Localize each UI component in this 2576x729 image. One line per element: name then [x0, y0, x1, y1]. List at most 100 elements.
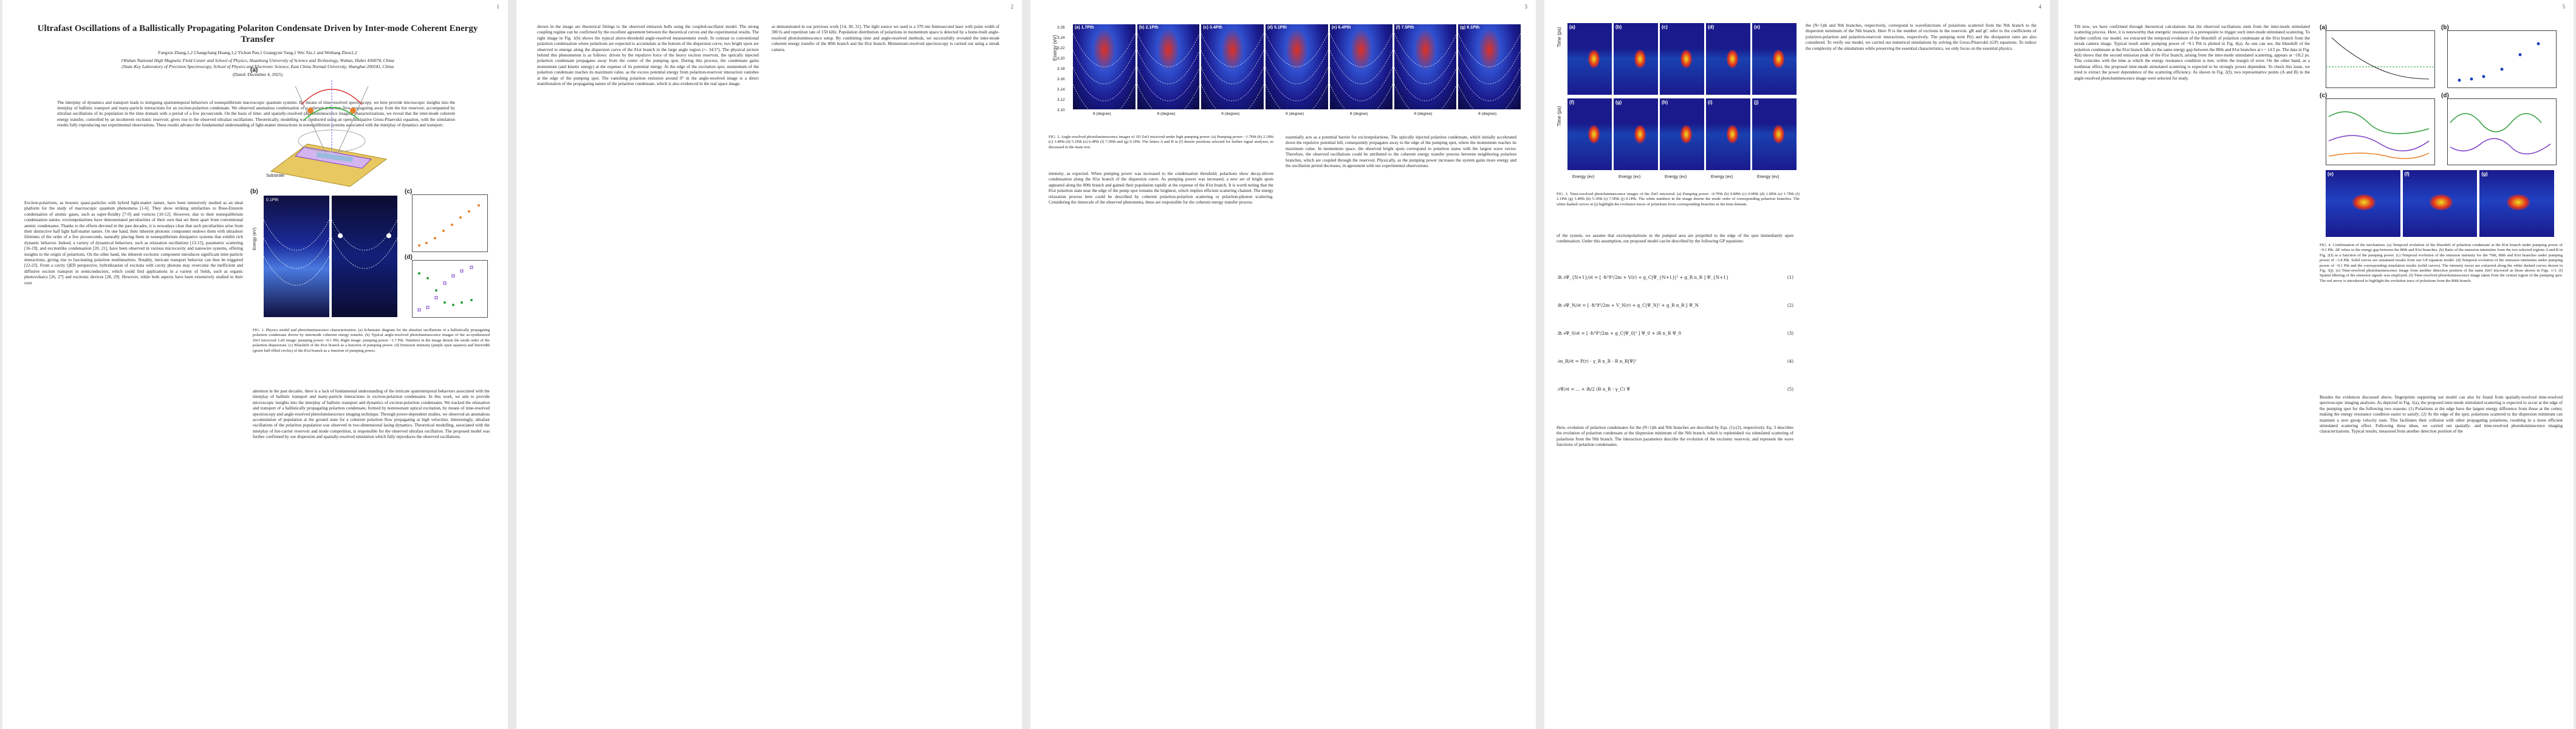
fig3-xlabel: Energy (ev) [1711, 175, 1733, 179]
column-left-text: shown in the image are theoretical fitti… [537, 24, 759, 87]
column-right-text: as demonstrated in our previous work [14… [772, 24, 999, 52]
fig2-xlabel: θ (degree) [1414, 112, 1433, 116]
fig1d-intensity-plot [412, 260, 488, 318]
fig1b-right-image [331, 196, 398, 317]
fig4-emission-spot [2352, 194, 2376, 210]
fig3-emission-spot [1634, 125, 1646, 143]
affiliation-2: 2State Key Laboratory of Precision Spect… [121, 64, 394, 69]
equation: ∂Ψ/∂t = ... + iħ/2 (R n_R - γ_C) Ψ (5) [1558, 386, 1793, 392]
fig2-panel-label: (b) 2.1Pth [1139, 26, 1159, 30]
page-number: 2 [1010, 4, 1014, 10]
fig2-ytick: 3.16 [1057, 77, 1065, 81]
fig3-bottom-row: (f) (g) (h) (i) (j) [1567, 98, 1798, 170]
fig3-ylabel-bottom: Time (ps) [1557, 106, 1562, 126]
fig2-ytick: 3.24 [1057, 36, 1065, 40]
date-line: (Dated: December 4, 2025) [232, 72, 283, 77]
fig2-dispersion-curve [1458, 84, 1521, 109]
fig2-dispersion-curve [1329, 50, 1392, 84]
fig3-panel-label: (e) [1754, 24, 1760, 30]
page-4: 4 Time (ps) Time (ps) (a) (b) (c) (d) (e) (f… [1544, 0, 2050, 729]
fig2-panel: (d) 5.1Pth [1266, 24, 1328, 109]
affiliation-1: 1Wuhan National High Magnetic Field Cent… [121, 58, 394, 63]
fig2-dispersion-curves [1329, 33, 1392, 109]
fig2-dispersion-curves [1394, 33, 1457, 109]
fig2-dispersion-curves [1266, 33, 1328, 109]
fig3-emission-spot [1773, 50, 1785, 68]
fig3-panel: (d) [1706, 23, 1750, 95]
fig3-emission-spot [1680, 50, 1693, 68]
column-left-text: Here, evolution of polariton condensates… [1557, 425, 1793, 448]
fig2-ytick: 3.12 [1057, 98, 1065, 102]
fig4-heatmaps: (e) (f) (g) [2326, 170, 2557, 237]
fig3-panel: (j) [1752, 98, 1797, 170]
fig4d-intensity [2447, 98, 2557, 165]
fig3-panel: (h) [1660, 98, 1704, 170]
fig3-panel: (a) [1567, 23, 1612, 95]
fig4-heatmap-label: (f) [2404, 171, 2410, 177]
fig1b-right-curves [331, 219, 398, 269]
fig4-heatmap-panel: (g) [2479, 170, 2554, 237]
fig3-panel-label: (g) [1615, 100, 1622, 105]
fig3-emission-spot [1588, 125, 1600, 143]
fig2-ytick: 3.18 [1057, 67, 1065, 71]
fig3-xlabels: Energy (ev) Energy (ev) Energy (ev) Energy … [1567, 174, 1798, 186]
fig3-panel: (b) [1614, 23, 1658, 95]
gp-equations: iħ ∂Ψ_{N+1}/∂t = [ -ħ²∇²/2m + V(r) + g_C… [1558, 275, 1793, 420]
fig2-dispersion-curve [1201, 84, 1264, 109]
column-right-text: the (N+1)th and Nth branches, respective… [1806, 23, 2036, 51]
fig1b-ylabel: Energy (eV) [253, 227, 257, 250]
fig2-yticks: 3.26 3.24 3.22 3.20 3.18 3.16 3.14 3.12 3.10 [1057, 26, 1072, 123]
fig1-label-b: (b) [250, 188, 258, 195]
fig2-panel-label: (f) 7.5Pth [1396, 26, 1414, 30]
page-1: 1 Ultrafast Oscillations of a Ballistica… [2, 0, 508, 729]
column-right-text: Besides the evidences discussed above, f… [2320, 395, 2563, 434]
fig3-panel: (e) [1752, 23, 1797, 95]
equation: iħ ∂Ψ_{N+1}/∂t = [ -ħ²∇²/2m + V(r) + g_C… [1558, 275, 1793, 281]
fig2-dispersion-curve [1458, 33, 1521, 67]
fig2-dispersion-curve [1073, 84, 1136, 109]
fig2-ytick: 3.10 [1057, 108, 1065, 112]
page-5: 5 Till now, we have confirmed through th… [2058, 0, 2574, 729]
fig2-panel-label: (a) 1.7Pth [1075, 26, 1094, 30]
fig4-heatmap-label: (g) [2481, 171, 2488, 177]
fig3-emission-spot [1727, 50, 1739, 68]
fig4-emission-spot [2429, 194, 2453, 210]
fig2-dispersion-curves [1073, 33, 1136, 109]
fig2-panel: (g) 9.1Pth [1458, 24, 1521, 109]
fig3-panel: (i) [1706, 98, 1750, 170]
fig2-dispersion-curves [1458, 33, 1521, 109]
fig1-label-a: (a) [250, 67, 258, 74]
column-left-text: Exciton-polaritons, as bosonic quasi-par… [24, 200, 243, 286]
equation-body: ∂Ψ/∂t = ... + iħ/2 (R n_R - γ_C) Ψ [1558, 386, 1631, 392]
fig4-label-b: (b) [2441, 24, 2449, 31]
column-right-text: essentially acts as a potential barrier … [1286, 135, 1516, 169]
fig2-dispersion-curve [1394, 33, 1457, 67]
page-number: 1 [496, 4, 500, 10]
fig3-xlabel: Energy (ev) [1757, 175, 1780, 179]
fig2-ytick: 3.14 [1057, 87, 1065, 92]
fig2-dispersion-curve [1394, 67, 1457, 101]
fig2-panel-label: (e) 6.4Pth [1331, 26, 1351, 30]
equation-number: (1) [1787, 275, 1793, 280]
figure-2-caption: FIG. 2. Angle-resolved photoluminescence… [1049, 135, 1273, 149]
page-3: 3 Energy (eV) 3.26 3.24 3.22 3.20 3.18 3.16 3.… [1030, 0, 1536, 729]
fig1a-schematic [270, 80, 388, 187]
equation-body: iħ ∂Ψ_0/∂t = [ -ħ²∇²/2m + g_C|Ψ_0|² ] Ψ_… [1558, 330, 1682, 336]
fig2-ytick: 3.20 [1057, 56, 1065, 61]
fig2-dispersion-curve [1266, 84, 1328, 109]
fig2-ytick: 3.22 [1057, 46, 1065, 50]
fig2-dispersion-curve [1266, 50, 1328, 84]
fig2-dispersion-curve [1394, 50, 1457, 84]
column-left-text: Till now, we have confirmed through theo… [2074, 24, 2310, 81]
column-left-text-intro: of the system, we assume that excitonpol… [1557, 233, 1793, 244]
fig2-panel: (c) 3.4Pth [1201, 24, 1264, 109]
figure-1-caption: FIG. 1. Physics model and photoluminesce… [253, 328, 490, 353]
fig2-dispersion-curve [1073, 67, 1136, 101]
fig2-ytick: 3.26 [1057, 26, 1065, 30]
fig2-dispersion-curve [1329, 33, 1392, 67]
fig2-panel: (f) 7.5Pth [1394, 24, 1457, 109]
equation: ∂n_R/∂t = P(r) - γ_R n_R - R n_R|Ψ|² (4) [1558, 358, 1793, 364]
fig3-panel: (g) [1614, 98, 1658, 170]
fig2-xlabel: θ (degree) [1157, 112, 1176, 116]
fig4b-ratio [2447, 30, 2557, 88]
